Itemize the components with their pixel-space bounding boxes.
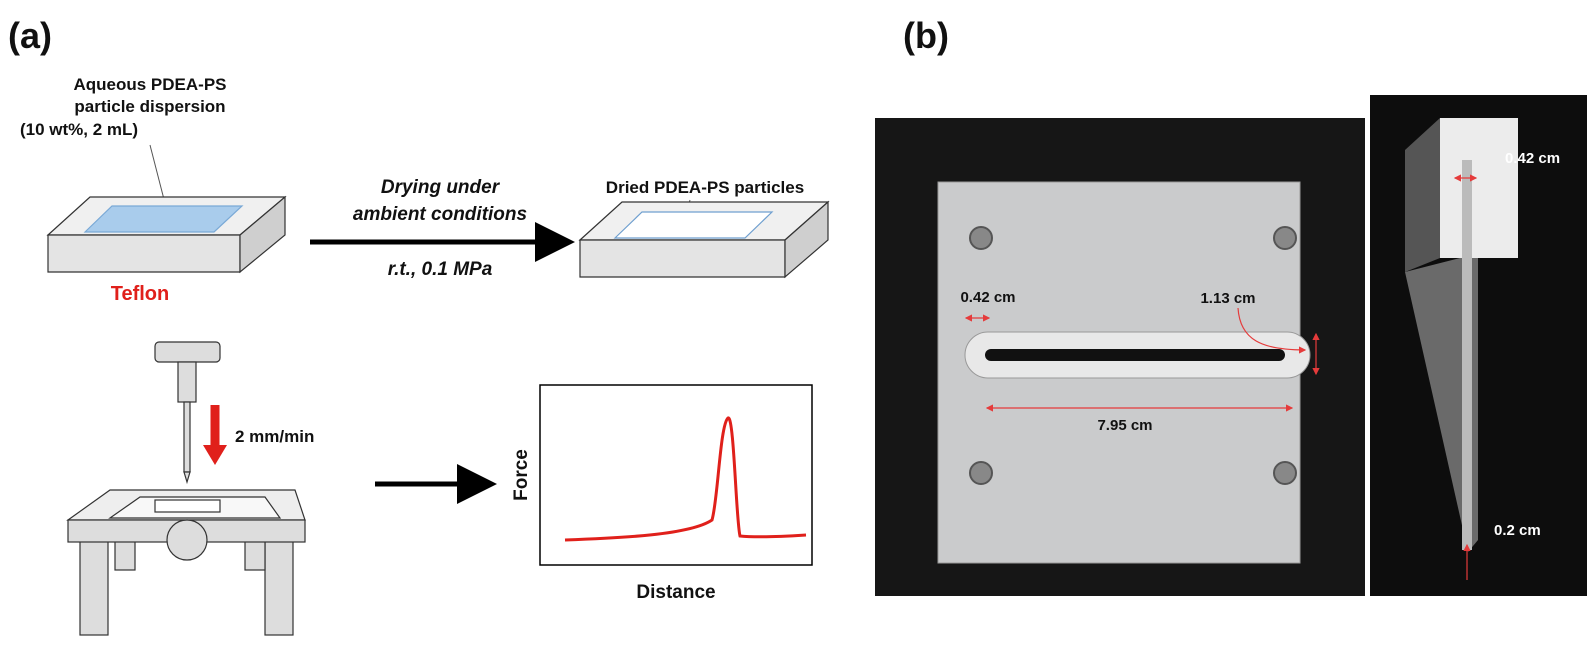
dimension-label: 7.95 cm	[1097, 417, 1152, 434]
dimension-label: 0.42 cm	[960, 289, 1015, 306]
dried-label: Dried PDEA-PS particles	[606, 178, 804, 197]
speed-label: 2 mm/min	[235, 427, 314, 446]
panel-label: (a)	[8, 15, 52, 56]
dispersion-label: (10 wt%, 2 mL)	[20, 120, 138, 139]
screws	[969, 226, 1297, 485]
substrate-label: Teflon	[111, 283, 170, 305]
step-label: ambient conditions	[353, 204, 527, 225]
stage	[66, 489, 306, 636]
teflon-block	[46, 195, 287, 274]
graph-frame	[539, 384, 813, 566]
speed-arrow-head	[203, 445, 227, 465]
force-curve	[564, 416, 807, 542]
dispersion-label: particle dispersion	[74, 97, 225, 116]
condition-label: r.t., 0.1 MPa	[388, 259, 493, 280]
dimension	[1237, 307, 1307, 354]
holder	[1440, 118, 1518, 258]
dimension-label: 0.42 cm	[1505, 150, 1560, 167]
penetrometer	[154, 341, 221, 485]
dimension-label: 0.2 cm	[1494, 522, 1541, 539]
dispersion-label: Aqueous PDEA-PS	[73, 75, 226, 94]
y-axis-label: Force	[511, 449, 532, 501]
step-label: Drying under	[381, 177, 501, 198]
panel-label: (b)	[903, 15, 949, 56]
dried-block	[578, 200, 830, 279]
slot-gap	[985, 349, 1285, 361]
blade-edge	[1462, 160, 1472, 550]
blade	[1405, 258, 1478, 552]
x-axis-label: Distance	[636, 582, 715, 603]
dimension-label: 1.13 cm	[1200, 290, 1255, 307]
holder-side	[1405, 118, 1440, 272]
